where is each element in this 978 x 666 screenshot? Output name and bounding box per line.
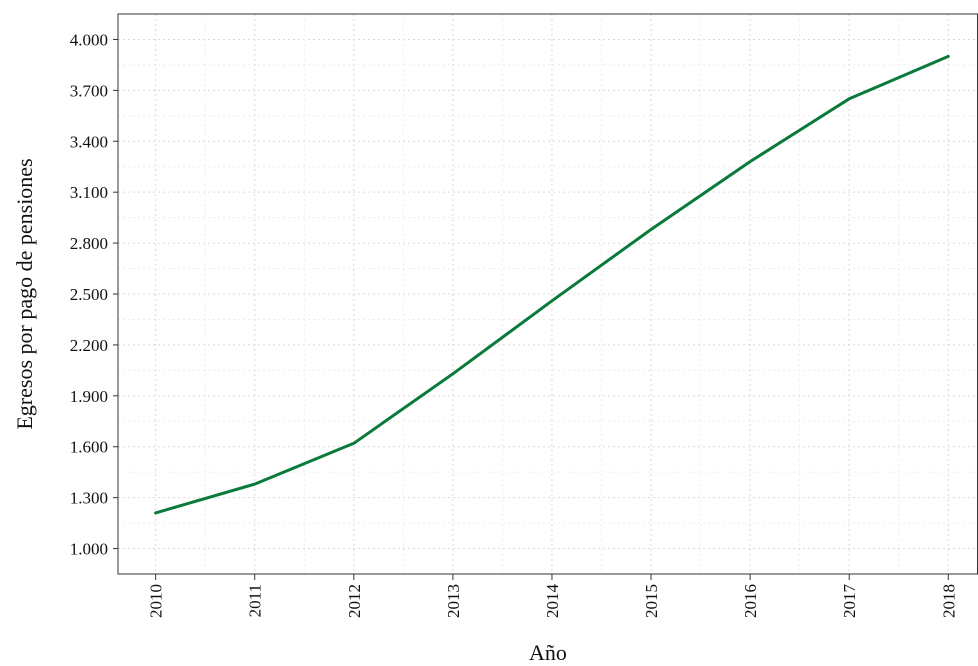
- x-axis: 2010 2011 2012 2013 2014 2015 2016 2017 2018: [147, 574, 958, 619]
- grid: [118, 14, 978, 574]
- y-tick-label: 1.600: [70, 438, 108, 457]
- y-axis-title: Egresos por pago de pensiones: [12, 158, 37, 429]
- y-tick-label: 3.100: [70, 183, 108, 202]
- y-tick-label: 1.300: [70, 489, 108, 508]
- x-tick-label: 2014: [543, 584, 562, 619]
- y-tick-label: 3.700: [70, 81, 108, 100]
- x-tick-label: 2010: [147, 584, 166, 618]
- x-tick-label: 2015: [642, 584, 661, 618]
- y-tick-label: 2.800: [70, 234, 108, 253]
- y-tick-label: 4.000: [70, 30, 108, 49]
- series-line: [154, 54, 950, 515]
- x-tick-label: 2011: [246, 584, 265, 617]
- x-tick-label: 2017: [840, 584, 859, 619]
- y-tick-label: 2.500: [70, 285, 108, 304]
- x-axis-title: Año: [529, 640, 567, 665]
- y-axis: 1.000 1.300 1.600 1.900 2.200 2.500 2.800 3.100…: [70, 30, 118, 559]
- x-tick-label: 2013: [444, 584, 463, 618]
- x-tick-label: 2012: [345, 584, 364, 618]
- y-tick-label: 2.200: [70, 336, 108, 355]
- x-tick-label: 2016: [741, 584, 760, 618]
- y-tick-label: 3.400: [70, 132, 108, 151]
- x-tick-label: 2018: [939, 584, 958, 618]
- y-tick-label: 1.900: [70, 387, 108, 406]
- series-layer: [154, 54, 950, 515]
- y-tick-label: 1.000: [70, 540, 108, 559]
